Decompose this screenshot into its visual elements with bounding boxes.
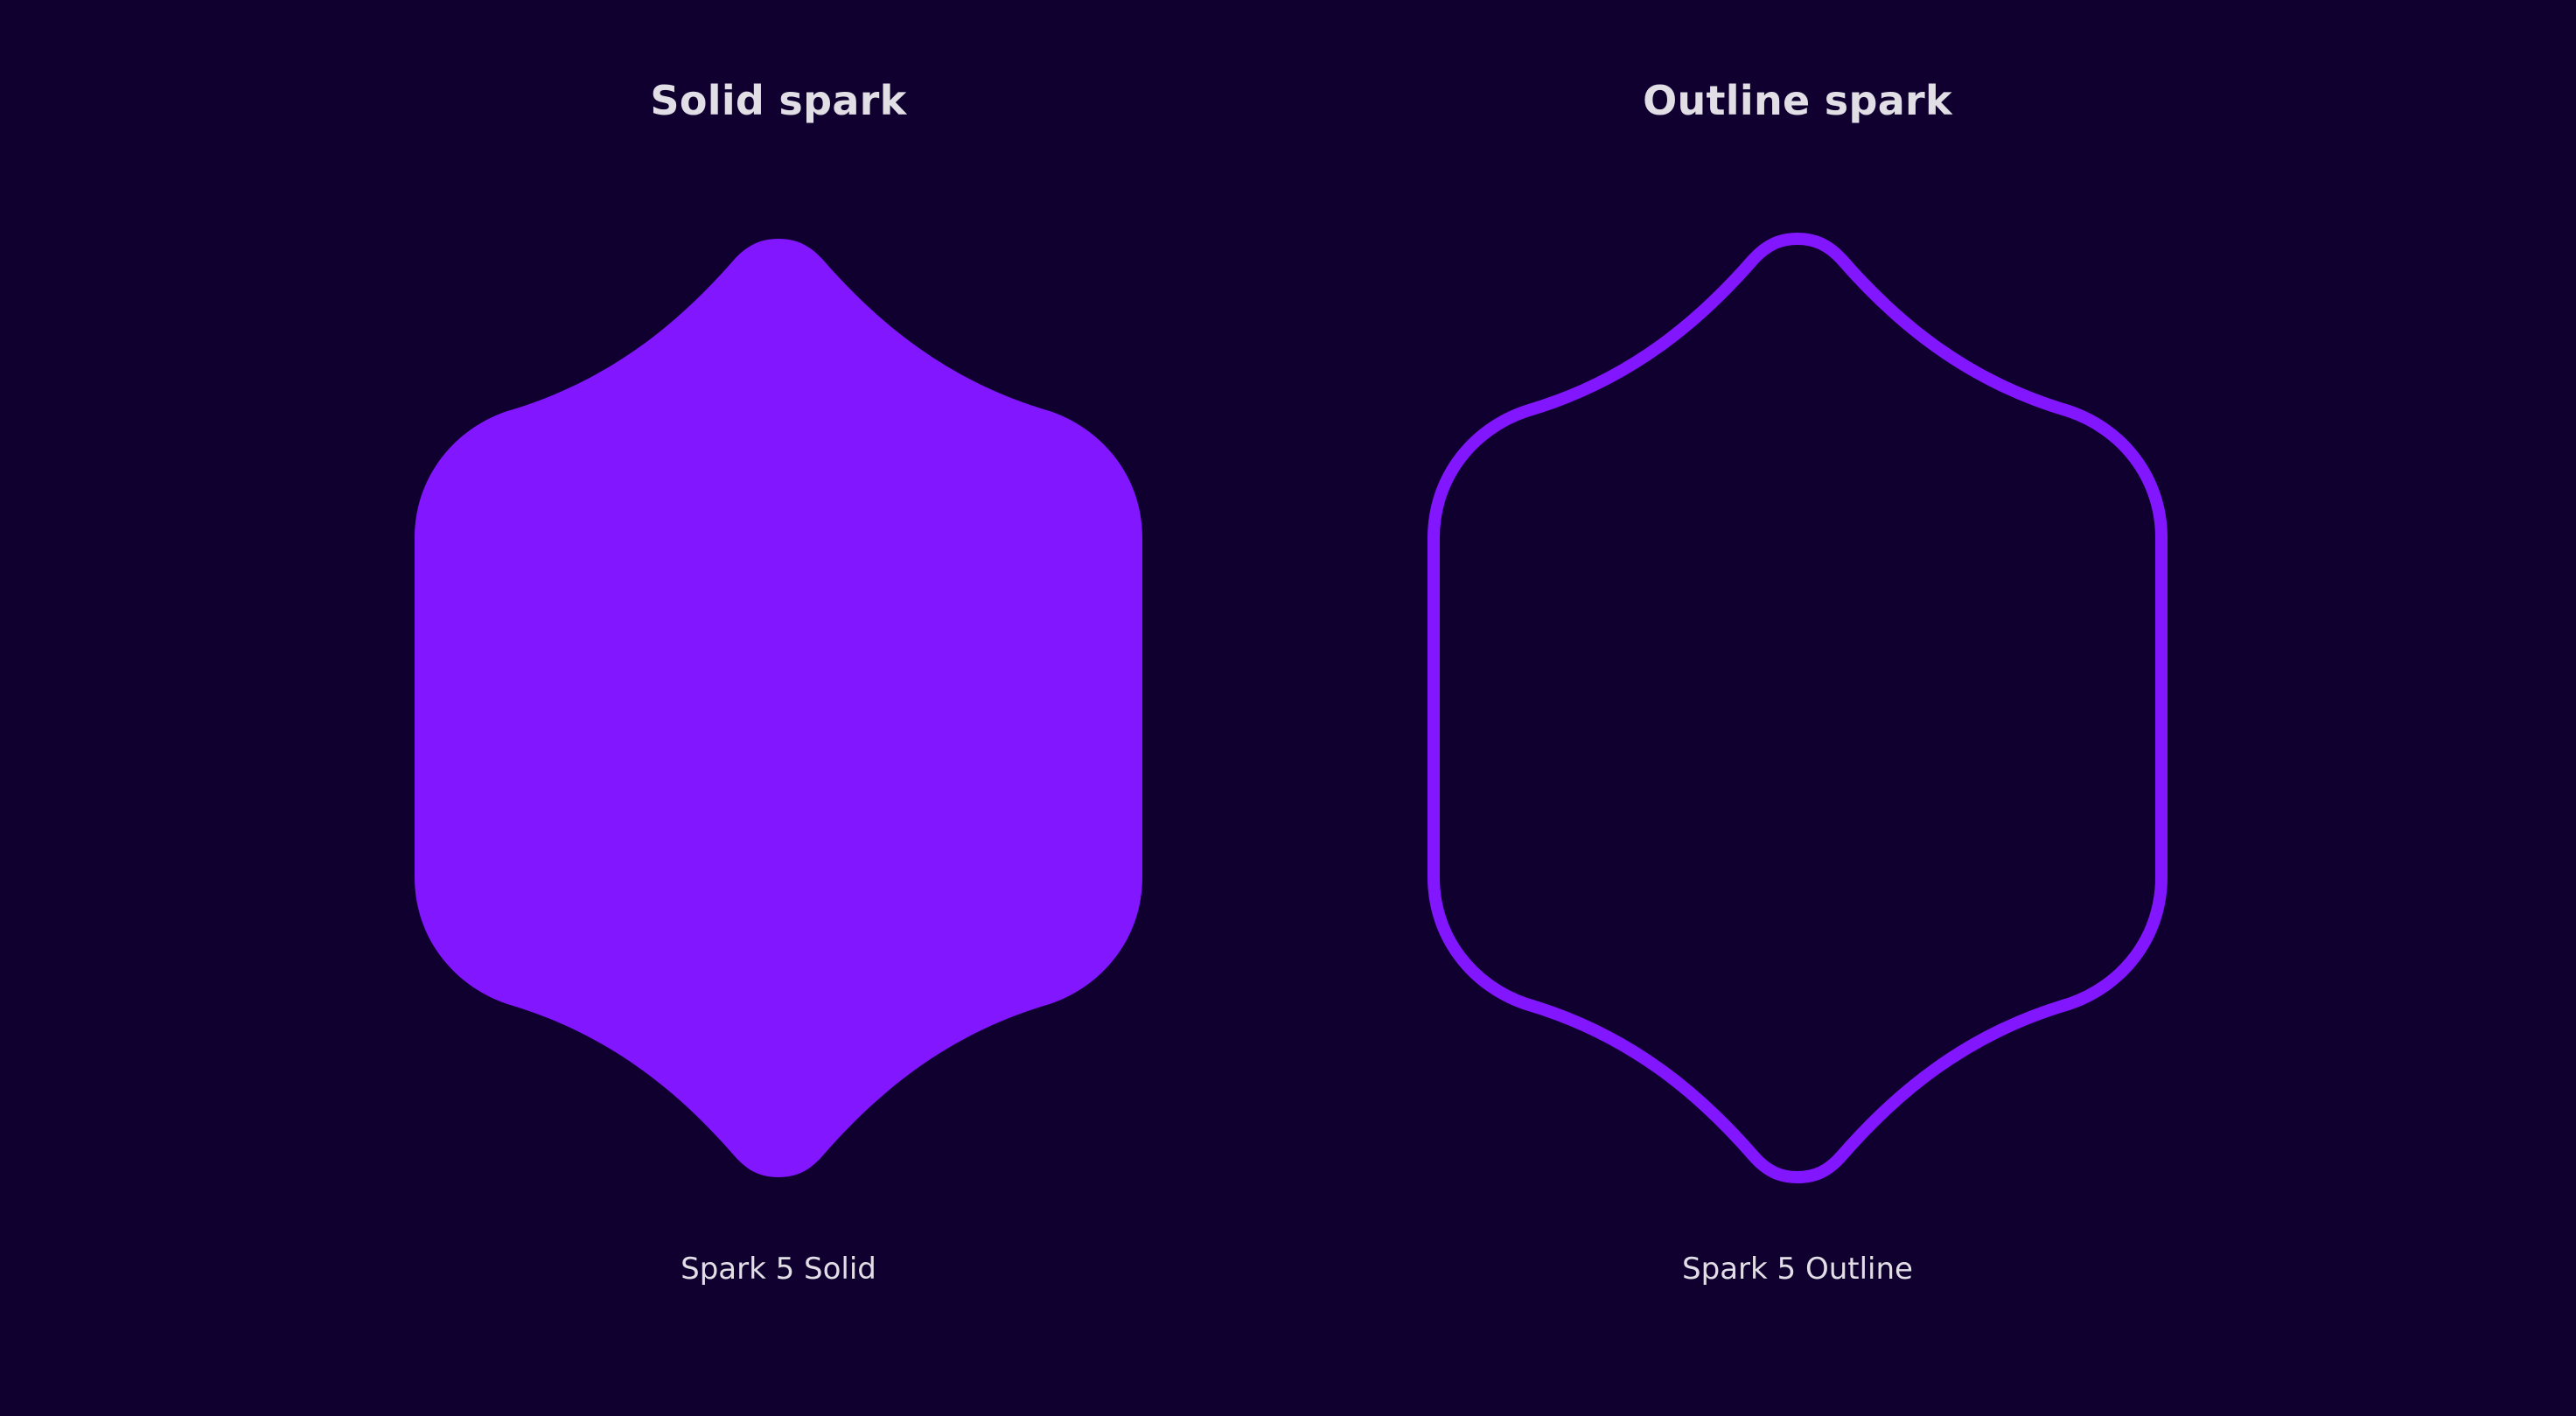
outline-spark-title: Outline spark xyxy=(1643,77,1952,124)
solid-spark-caption: Spark 5 Solid xyxy=(681,1252,876,1287)
outline-spark-caption: Spark 5 Outline xyxy=(1682,1252,1913,1287)
outline-spark-panel: Outline spark Spark 5 Outline xyxy=(1316,0,2279,1416)
spark-5-outline-icon xyxy=(1428,233,2168,1183)
spark-5-solid-icon xyxy=(415,239,1142,1177)
solid-spark-title: Solid spark xyxy=(650,77,907,124)
spark-5-solid-shape xyxy=(415,239,1142,1177)
spark-5-outline-shape xyxy=(1428,233,2168,1183)
solid-spark-panel: Solid spark Spark 5 Solid xyxy=(297,0,1260,1416)
